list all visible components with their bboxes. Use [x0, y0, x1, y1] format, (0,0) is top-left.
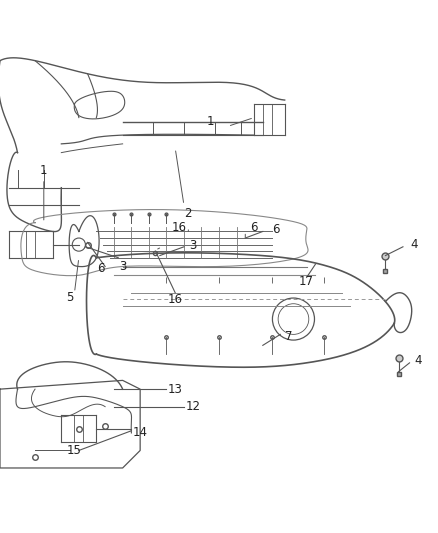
Text: 12: 12 — [185, 400, 200, 413]
Text: 2: 2 — [184, 207, 192, 221]
Text: 6: 6 — [97, 262, 105, 275]
Text: 6: 6 — [250, 221, 258, 233]
Text: 6: 6 — [272, 223, 280, 236]
Text: 13: 13 — [168, 383, 183, 395]
Text: 3: 3 — [189, 239, 196, 252]
Text: 15: 15 — [67, 444, 82, 457]
Text: 1: 1 — [40, 164, 48, 176]
Text: 5: 5 — [67, 290, 74, 304]
Text: 3: 3 — [119, 260, 126, 273]
Text: 7: 7 — [285, 330, 293, 343]
Text: 14: 14 — [133, 426, 148, 439]
Text: 16: 16 — [168, 293, 183, 306]
Text: 17: 17 — [299, 276, 314, 288]
Text: 16: 16 — [172, 221, 187, 233]
Text: 4: 4 — [410, 238, 418, 251]
Text: 1: 1 — [206, 116, 214, 128]
Text: 4: 4 — [414, 354, 422, 367]
